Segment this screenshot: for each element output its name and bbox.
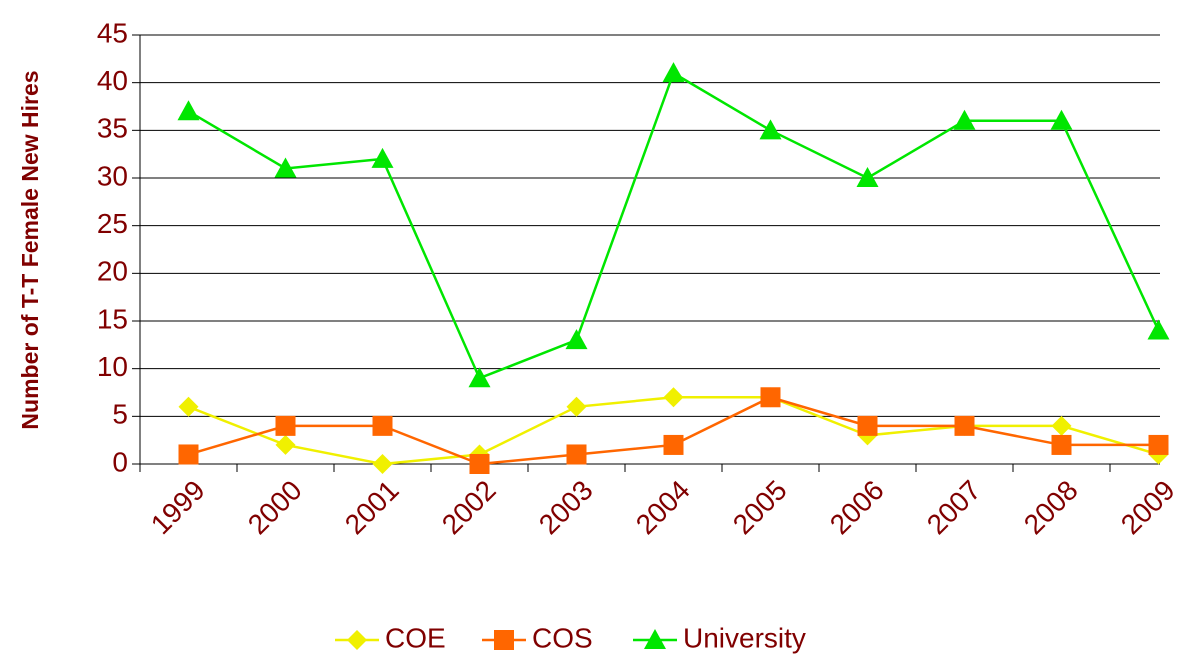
marker	[644, 629, 666, 649]
marker	[494, 630, 514, 650]
y-tick-label: 25	[97, 208, 128, 239]
y-tick-label: 0	[112, 446, 128, 477]
x-tick-label: 2001	[339, 474, 405, 540]
y-axis-label: Number of T-T Female New Hires	[17, 70, 43, 429]
marker	[760, 387, 781, 408]
marker	[347, 630, 367, 650]
marker	[566, 444, 587, 465]
marker	[759, 119, 782, 140]
x-tick-label: 2004	[630, 474, 696, 540]
marker	[663, 434, 684, 455]
marker	[274, 157, 297, 178]
marker	[953, 109, 976, 130]
marker	[857, 415, 878, 436]
y-tick-label: 35	[97, 113, 128, 144]
marker	[663, 387, 684, 408]
x-tick-label: 2006	[824, 474, 890, 540]
marker	[954, 415, 975, 436]
marker	[566, 396, 587, 417]
marker	[662, 62, 685, 83]
marker	[468, 367, 491, 388]
marker	[177, 100, 200, 121]
marker	[275, 415, 296, 436]
y-tick-label: 20	[97, 256, 128, 287]
marker	[1050, 109, 1073, 130]
marker	[1148, 434, 1169, 455]
x-tick-label: 2007	[921, 474, 987, 540]
y-tick-label: 5	[112, 399, 128, 430]
x-tick-label: 1999	[145, 474, 211, 540]
legend-label: University	[683, 622, 806, 653]
marker	[565, 329, 588, 350]
y-tick-label: 30	[97, 160, 128, 191]
x-tick-label: 2002	[436, 474, 502, 540]
marker	[1051, 415, 1072, 436]
marker	[178, 444, 199, 465]
marker	[1147, 319, 1170, 340]
x-tick-label: 2009	[1115, 474, 1181, 540]
x-tick-label: 2008	[1018, 474, 1084, 540]
marker	[856, 167, 879, 187]
y-tick-label: 45	[97, 17, 128, 48]
marker	[372, 415, 393, 436]
marker	[371, 147, 394, 168]
y-tick-label: 10	[97, 351, 128, 382]
marker	[275, 434, 296, 455]
marker	[178, 396, 199, 417]
legend-label: COS	[532, 622, 593, 653]
x-tick-label: 2003	[533, 474, 599, 540]
marker	[372, 454, 393, 474]
legend-label: COE	[385, 622, 446, 653]
x-tick-label: 2005	[727, 474, 793, 540]
y-tick-label: 40	[97, 65, 128, 96]
x-tick-label: 2000	[242, 474, 308, 540]
marker	[1051, 434, 1072, 455]
marker	[469, 454, 490, 474]
y-tick-label: 15	[97, 303, 128, 334]
